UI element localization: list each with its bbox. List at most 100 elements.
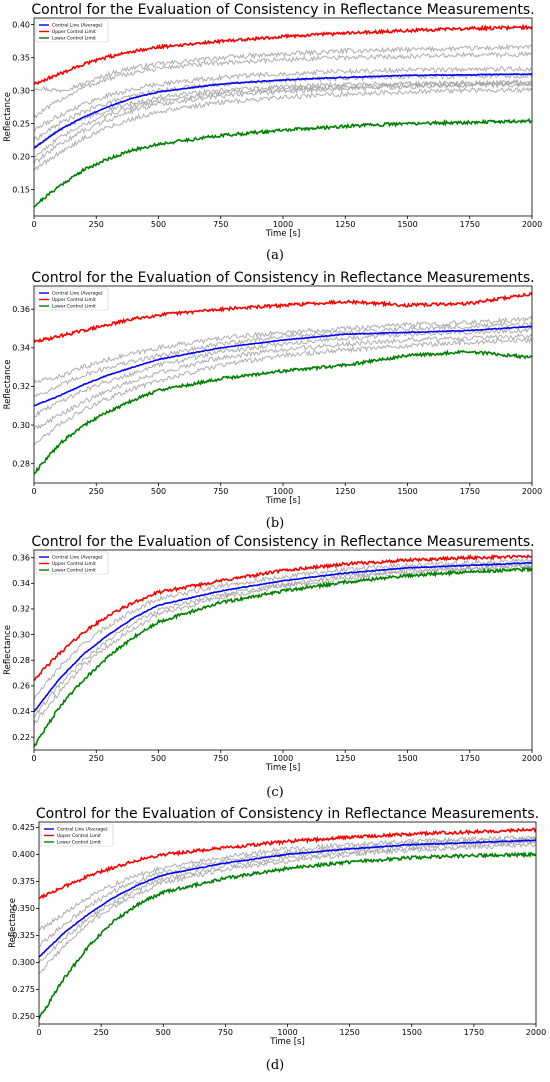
series-line xyxy=(34,117,532,208)
x-tick-label: 1750 xyxy=(464,1028,484,1037)
caption-d: (d) xyxy=(265,1058,285,1073)
x-tick-label: 500 xyxy=(156,1028,171,1037)
y-axis-label: Reflectance xyxy=(3,360,13,410)
x-tick-label: 750 xyxy=(213,754,228,763)
x-tick-label: 2000 xyxy=(526,1028,546,1037)
caption-a: (a) xyxy=(266,248,284,263)
y-tick-label: 0.300 xyxy=(12,958,35,967)
legend-label: Upper Control Limit xyxy=(52,297,96,303)
legend-label: Central Line (Average) xyxy=(52,291,103,297)
x-tick-label: 1250 xyxy=(335,487,355,496)
x-tick-label: 1000 xyxy=(273,487,293,496)
y-tick-label: 0.22 xyxy=(12,733,30,742)
legend-box xyxy=(35,19,109,43)
y-tick-label: 0.325 xyxy=(12,931,35,940)
x-tick-label: 1000 xyxy=(273,754,293,763)
y-tick-label: 0.34 xyxy=(12,579,30,588)
series-line xyxy=(34,553,532,681)
y-tick-label: 0.24 xyxy=(12,707,30,716)
series-line xyxy=(34,23,532,86)
x-tick-label: 0 xyxy=(31,754,36,763)
plot-frame xyxy=(33,285,533,484)
legend-box xyxy=(35,551,109,575)
legend-label: Lower Control Limit xyxy=(52,304,96,310)
chart-c: Control for the Evaluation of Consistenc… xyxy=(3,534,542,773)
x-tick-label: 500 xyxy=(151,487,166,496)
chart-panel-c: Control for the Evaluation of Consistenc… xyxy=(0,532,550,800)
legend-label: Central Line (Average) xyxy=(52,555,103,561)
sample-series-line xyxy=(39,840,536,964)
y-tick-label: 0.250 xyxy=(12,1012,35,1021)
x-tick-label: 1250 xyxy=(339,1028,359,1037)
x-tick-label: 250 xyxy=(89,754,104,763)
series-line xyxy=(39,839,536,958)
y-tick-label: 0.36 xyxy=(12,305,30,314)
x-axis-label: Time [s] xyxy=(269,1037,305,1047)
x-tick-label: 2000 xyxy=(522,220,542,229)
x-tick-label: 750 xyxy=(218,1028,233,1037)
chart-a: Control for the Evaluation of Consistenc… xyxy=(3,2,542,239)
x-tick-label: 1500 xyxy=(397,220,417,229)
y-tick-label: 0.425 xyxy=(12,823,35,832)
chart-panel-d: Control for the Evaluation of Consistenc… xyxy=(0,800,550,1082)
caption-c: (c) xyxy=(266,785,284,800)
series-line xyxy=(34,566,532,748)
legend-label: Lower Control Limit xyxy=(52,36,96,42)
chart-d: Control for the Evaluation of Consistenc… xyxy=(8,806,546,1047)
series-line xyxy=(34,325,532,407)
x-tick-label: 1750 xyxy=(460,754,480,763)
y-tick-label: 0.30 xyxy=(12,86,30,95)
sample-series-line xyxy=(34,336,532,446)
sample-series-line xyxy=(34,86,532,172)
chart-title: Control for the Evaluation of Consistenc… xyxy=(31,2,534,18)
x-axis-label: Time [s] xyxy=(265,229,301,239)
chart-b: Control for the Evaluation of Consistenc… xyxy=(3,270,542,506)
caption-b: (b) xyxy=(265,516,285,531)
y-tick-label: 0.28 xyxy=(12,656,30,665)
sample-series-line xyxy=(34,50,532,119)
legend-label: Lower Control Limit xyxy=(57,840,101,846)
y-tick-label: 0.36 xyxy=(12,553,30,562)
legend-box xyxy=(40,823,114,847)
chart-panel-a: Control for the Evaluation of Consistenc… xyxy=(0,0,550,268)
sample-series-line xyxy=(34,564,532,726)
legend-label: Upper Control Limit xyxy=(52,561,96,567)
x-tick-label: 1500 xyxy=(402,1028,422,1037)
x-tick-label: 750 xyxy=(213,220,228,229)
x-tick-label: 750 xyxy=(213,487,228,496)
x-tick-label: 0 xyxy=(36,1028,41,1037)
chart-panel-b: Control for the Evaluation of Consistenc… xyxy=(0,268,550,536)
y-tick-label: 0.275 xyxy=(12,985,35,994)
x-tick-label: 2000 xyxy=(522,487,542,496)
sample-series-line xyxy=(39,842,536,975)
sample-series-line xyxy=(34,327,532,417)
legend: Central Line (Average)Upper Control Limi… xyxy=(35,551,109,575)
series-line xyxy=(39,851,536,1020)
y-tick-label: 0.40 xyxy=(12,20,30,29)
x-tick-label: 1000 xyxy=(277,1028,297,1037)
y-axis-label: Reflectance xyxy=(8,898,18,948)
y-axis-label: Reflectance xyxy=(3,625,13,675)
series-line xyxy=(34,349,532,475)
y-tick-label: 0.350 xyxy=(12,904,35,913)
y-tick-label: 0.400 xyxy=(12,850,35,859)
legend-label: Lower Control Limit xyxy=(52,568,96,574)
x-tick-label: 1000 xyxy=(273,220,293,229)
legend: Central Line (Average)Upper Control Limi… xyxy=(35,19,109,43)
sample-series-line xyxy=(34,65,532,132)
series-line xyxy=(34,561,532,713)
x-tick-label: 250 xyxy=(93,1028,108,1037)
y-tick-label: 0.30 xyxy=(12,630,30,639)
legend-label: Central Line (Average) xyxy=(52,23,103,29)
x-tick-label: 1500 xyxy=(397,754,417,763)
x-tick-label: 0 xyxy=(31,220,36,229)
sample-series-line xyxy=(34,43,532,93)
sample-series-line xyxy=(34,563,532,718)
series-line xyxy=(39,826,536,900)
y-tick-label: 0.20 xyxy=(12,152,30,161)
sample-series-line xyxy=(34,557,532,700)
plot-area xyxy=(34,292,532,475)
x-axis-label: Time [s] xyxy=(265,496,301,506)
plot-area xyxy=(34,23,532,208)
sample-series-line xyxy=(34,81,532,165)
